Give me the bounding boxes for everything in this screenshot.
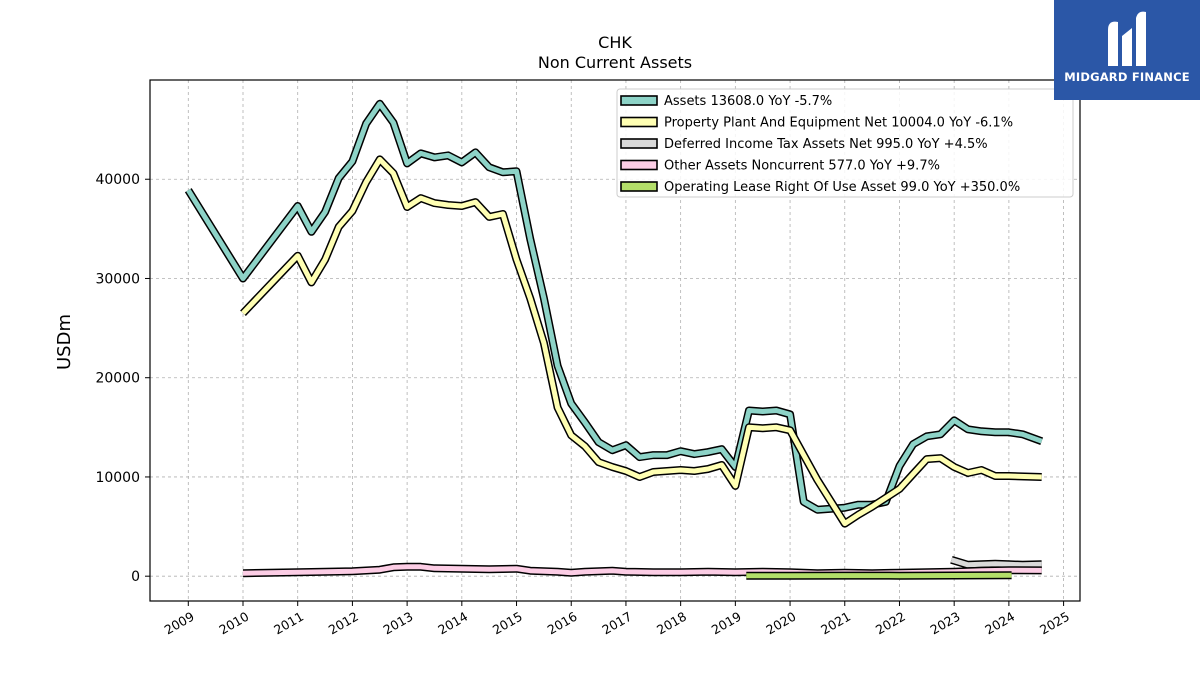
x-tick-label: 2016 [545, 609, 580, 638]
chart-title: CHK [598, 33, 632, 52]
legend-box [616, 88, 1074, 198]
y-tick-label: 20000 [95, 371, 140, 387]
legend-label: Other Assets Noncurrent 577.0 YoY +9.7% [664, 159, 940, 174]
series-line [950, 557, 1042, 568]
midgard-logo-mark-icon [1108, 11, 1146, 67]
x-tick-label: 2020 [763, 609, 798, 638]
y-axis-label: USDm [54, 314, 75, 370]
chart-subtitle: Non Current Assets [538, 53, 692, 72]
x-tick-label: 2013 [380, 609, 415, 638]
legend-label: Property Plant And Equipment Net 10004.0… [664, 116, 1013, 131]
series-line [241, 156, 1042, 527]
x-tick-label: 2021 [818, 609, 853, 638]
x-tick-label: 2010 [216, 609, 251, 638]
x-tick-label: 2017 [599, 609, 634, 638]
y-tick-label: 40000 [95, 172, 140, 188]
series-2 [950, 555, 1042, 569]
series-line [746, 572, 1012, 579]
plot-frame [149, 79, 1081, 602]
series-layer [184, 99, 1044, 580]
x-axis: 2009 2010 2011 2012 2013 2014 2015 2016 2017 2018… [162, 601, 1072, 638]
brand-logo: MIDGARD FINANCE [1054, 0, 1200, 100]
legend-swatch [620, 95, 658, 106]
x-tick-label: 2018 [654, 609, 689, 638]
x-tick-label: 2022 [873, 609, 908, 638]
y-tick-label: 30000 [95, 271, 140, 287]
x-tick-label: 2009 [162, 609, 197, 638]
brand-name: MIDGARD FINANCE [1064, 70, 1190, 84]
legend: Assets 13608.0 YoY -5.7% Property Plant A… [616, 88, 1074, 198]
series-1 [240, 155, 1042, 528]
x-tick-label: 2012 [326, 609, 361, 638]
series-line [186, 101, 1043, 513]
legend-swatch [620, 116, 658, 128]
y-tick-label: 10000 [95, 470, 140, 486]
legend-swatch [620, 181, 658, 192]
series-4 [746, 571, 1012, 580]
legend-swatch [620, 138, 658, 149]
series-0 [184, 99, 1044, 514]
series-outline [240, 155, 1042, 528]
legend-label: Operating Lease Right Of Use Asset 99.0 … [664, 180, 1020, 195]
x-tick-label: 2024 [982, 609, 1017, 638]
x-tick-label: 2025 [1037, 609, 1072, 638]
x-tick-label: 2015 [490, 609, 525, 638]
legend-swatch [620, 159, 658, 171]
y-tick-label: 0 [131, 569, 140, 585]
x-tick-label: 2011 [271, 609, 306, 638]
x-tick-label: 2023 [928, 609, 963, 638]
x-tick-label: 2014 [435, 609, 470, 638]
y-axis: 0 10000 20000 30000 40000 [95, 172, 150, 585]
legend-label: Deferred Income Tax Assets Net 995.0 YoY… [664, 137, 988, 152]
legend-label: Assets 13608.0 YoY -5.7% [664, 94, 832, 109]
x-tick-label: 2019 [709, 609, 744, 638]
